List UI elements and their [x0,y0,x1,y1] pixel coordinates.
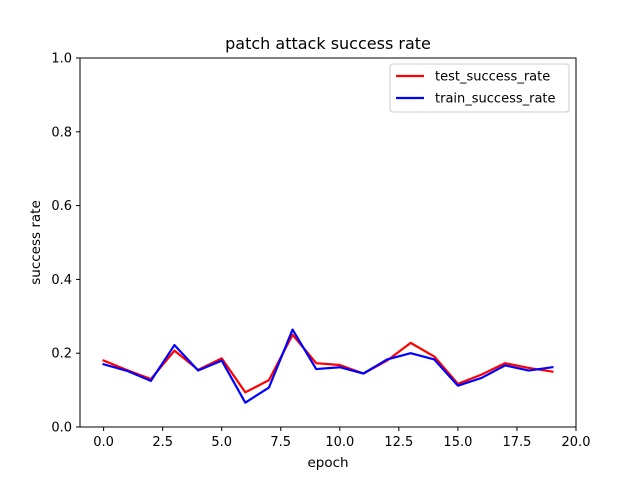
y-tick-label: 0.4 [51,273,72,288]
y-tick-label: 0.8 [51,125,72,140]
x-axis: 0.0 2.5 5.0 7.5 10.0 12.5 15.0 17.5 20.0 [93,427,590,450]
legend-box [389,63,570,113]
x-tick-label: 7.5 [270,435,291,450]
series-line-test-success-rate [102,333,554,394]
plot-area [79,57,577,428]
x-tick-label: 0.0 [93,435,114,450]
y-axis: 0.0 0.2 0.4 0.6 0.8 1.0 [51,52,80,436]
legend: test_success_rate train_success_rate [389,63,570,113]
y-tick-label: 1.0 [51,52,72,67]
x-axis-label: epoch [307,455,348,471]
legend-label-train-success-rate: train_success_rate [435,92,556,107]
x-tick-label: 20.0 [562,435,591,450]
legend-label-test-success-rate: test_success_rate [435,70,550,85]
y-axis-label: success rate [28,200,44,285]
series-lines [102,328,554,404]
x-tick-label: 2.5 [152,435,173,450]
chart-title: patch attack success rate [225,34,431,53]
x-tick-label: 12.5 [384,435,413,450]
y-tick-label: 0.6 [51,199,72,214]
y-tick-label: 0.0 [51,421,72,436]
y-tick-label: 0.2 [51,347,72,362]
series-line-train-success-rate [102,328,554,404]
x-tick-label: 17.5 [502,435,531,450]
x-tick-label: 15.0 [443,435,472,450]
plot-frame [79,57,577,428]
x-tick-label: 10.0 [325,435,354,450]
x-tick-label: 5.0 [211,435,232,450]
